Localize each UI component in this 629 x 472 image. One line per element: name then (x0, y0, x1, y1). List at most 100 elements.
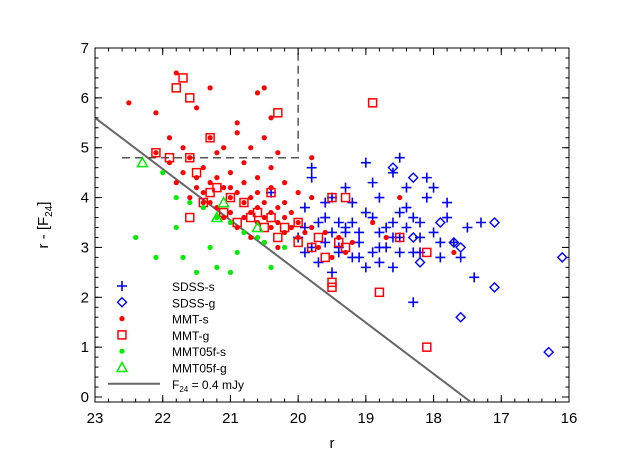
x-tick-label: 20 (290, 410, 307, 427)
point-mmt-g (273, 108, 283, 118)
point-mmt05f-s (173, 224, 179, 231)
point-mmt-s (241, 180, 247, 186)
point-mmt-s (234, 189, 240, 196)
point-mmt-s (241, 160, 247, 166)
point-mmt-s (248, 194, 254, 201)
point-sdss-s (408, 212, 419, 223)
point-mmt05f-s (160, 170, 166, 176)
point-mmt-g (239, 197, 249, 208)
legend-marker-mmt-s (119, 316, 125, 322)
point-sdss-s (394, 207, 405, 218)
point-sdss-s (435, 237, 446, 248)
point-mmt-s (234, 120, 240, 126)
point-sdss-s (299, 247, 310, 258)
legend-flux-main: F (172, 378, 179, 392)
point-mmt-g (374, 287, 385, 298)
x-tick-label: 18 (425, 410, 442, 427)
point-mmt-s (275, 204, 281, 211)
point-mmt-g (185, 93, 195, 103)
point-mmt-s (234, 130, 240, 136)
point-mmt-s (275, 219, 281, 226)
point-mmt-s (261, 199, 267, 206)
point-mmt05f-g (217, 196, 230, 208)
y-tick-label: 1 (81, 339, 89, 356)
point-sdss-s (381, 222, 392, 233)
point-sdss-s (333, 217, 344, 228)
point-sdss-s (401, 202, 412, 213)
point-sdss-s (360, 157, 371, 168)
point-sdss-s (320, 237, 331, 248)
point-mmt-g (327, 192, 337, 203)
y-axis-label-main: r - [F (35, 217, 52, 249)
point-sdss-s (394, 152, 405, 163)
point-mmt-s (207, 180, 213, 186)
point-mmt05f-s (227, 269, 234, 275)
point-mmt05f-s (241, 229, 247, 236)
point-mmt-s (261, 214, 267, 221)
point-sdss-s (448, 237, 459, 248)
point-sdss-g (455, 311, 467, 323)
point-mmt-s (295, 189, 301, 196)
legend-marker-mmt05f-g (115, 360, 129, 373)
point-sdss-s (354, 237, 365, 248)
point-mmt-g (266, 187, 276, 198)
point-mmt-g (245, 212, 256, 223)
point-mmt-g (205, 187, 215, 198)
point-sdss-s (401, 222, 412, 233)
point-mmt05f-s (173, 194, 179, 201)
point-mmt-s (153, 150, 159, 156)
point-mmt-s (207, 135, 213, 141)
point-sdss-s (415, 217, 426, 228)
point-sdss-s (442, 212, 453, 223)
point-mmt05f-s (180, 254, 186, 261)
point-mmt-s (227, 185, 234, 191)
point-mmt-g (252, 207, 263, 218)
point-mmt05f-s (268, 264, 274, 270)
x-tick-label: 23 (87, 410, 104, 427)
point-sdss-g (556, 251, 568, 263)
legend-label-flux-limit: F24 = 0.4 mJy (172, 378, 244, 394)
y-tick-label: 0 (81, 389, 89, 406)
legend-marker-sdss-s (117, 281, 127, 291)
point-mmt05f-s (234, 249, 240, 256)
point-mmt05f-s (227, 219, 234, 226)
legend-label-sdss-s: SDSS-s (172, 280, 215, 294)
point-mmt-s (207, 85, 213, 91)
x-tick-label: 21 (222, 410, 239, 427)
point-mmt-s (173, 180, 179, 186)
point-mmt-s (309, 224, 315, 231)
point-mmt-g (185, 212, 195, 223)
point-sdss-g (489, 217, 501, 228)
y-axis-label-end: ] (35, 202, 52, 206)
point-mmt-g (293, 217, 303, 228)
point-mmt-s (241, 199, 247, 206)
point-mmt-s (288, 209, 294, 216)
point-sdss-g (489, 281, 501, 293)
point-sdss-s (428, 227, 439, 238)
point-mmt-s (275, 244, 281, 251)
x-tick-label: 22 (154, 410, 171, 427)
point-mmt-s (227, 170, 234, 176)
legend-label-mmt05f-g: MMT05f-g (172, 362, 227, 376)
point-mmt-s (221, 214, 227, 221)
point-mmt-s (268, 165, 274, 171)
point-mmt05f-s (200, 204, 206, 211)
flux-limit-line (94, 117, 472, 403)
point-sdss-s (347, 217, 358, 228)
point-sdss-g (455, 241, 467, 253)
point-mmt-s (329, 254, 335, 261)
point-mmt05f-s (254, 234, 261, 241)
point-mmt-s (268, 115, 274, 121)
point-sdss-s (313, 217, 324, 228)
point-mmt-s (268, 209, 274, 216)
point-mmt05f-s (261, 239, 267, 246)
point-mmt05f-s (282, 244, 288, 251)
point-mmt-s (336, 234, 342, 241)
point-mmt-g (327, 282, 337, 293)
point-mmt-g (327, 277, 337, 288)
point-mmt-g (232, 217, 242, 228)
point-sdss-g (414, 256, 426, 268)
point-mmt-s (227, 194, 234, 201)
point-mmt-g (334, 237, 344, 248)
y-axis: 0 1 2 3 4 5 6 7 (81, 40, 569, 406)
